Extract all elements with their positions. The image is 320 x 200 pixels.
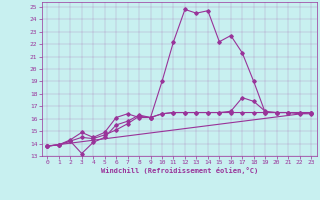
X-axis label: Windchill (Refroidissement éolien,°C): Windchill (Refroidissement éolien,°C) bbox=[100, 167, 258, 174]
